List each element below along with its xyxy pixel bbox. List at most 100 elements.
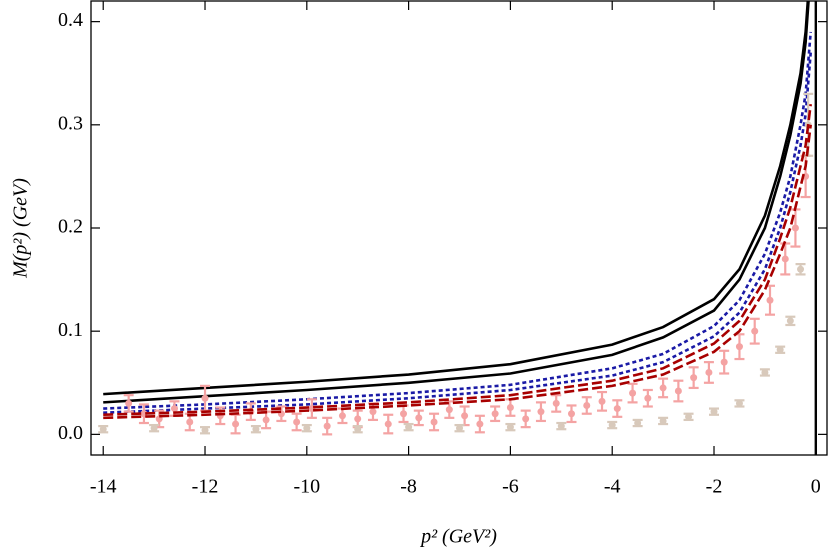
data-point [612,399,623,418]
marker [598,397,606,405]
data-point [780,242,791,276]
data-point [200,426,211,435]
marker [720,358,728,366]
y-tick-label: 0.3 [58,112,83,134]
data-point [429,412,440,432]
y-axis-label: M(p²) (GeV) [10,178,32,279]
data-point [291,412,302,432]
data-point [556,421,567,431]
marker [781,255,789,263]
marker [644,394,652,402]
x-tick-label: -14 [90,476,117,498]
data-point [123,394,134,413]
data-point [352,409,363,429]
x-tick-label: -8 [400,476,417,498]
curve [103,1,810,396]
marker [674,387,682,395]
marker [338,412,346,420]
marker [583,401,591,409]
data-point [444,400,455,419]
data-point [673,379,684,403]
data-point [535,401,546,423]
marker [384,420,392,428]
curve [103,104,813,417]
data-point [520,409,531,429]
marker [201,394,209,402]
marker [690,374,698,382]
marker [125,399,133,407]
marker [791,224,799,232]
marker [705,368,713,376]
curve [103,124,813,420]
data-point [632,418,643,428]
data-point [230,413,241,435]
marker [522,415,530,423]
marker [751,327,759,335]
data-point [383,413,394,435]
data-point [607,420,618,430]
data-point [413,409,424,427]
marker [797,265,805,273]
marker [186,418,194,426]
data-point [454,423,465,433]
marker [445,406,453,414]
data-point [200,384,211,412]
data-point [759,368,770,377]
data-point [658,377,669,399]
data-point [505,422,516,432]
marker [659,417,667,425]
marker [415,414,423,422]
marker [506,423,514,431]
data-point [551,394,562,413]
data-point [795,263,806,276]
marker [552,399,560,407]
x-tick-label: -10 [293,476,320,498]
y-tick-label: 0.2 [58,216,83,238]
data-point [581,396,592,415]
data-point [597,390,608,412]
data-point [703,361,714,384]
data-point [566,404,577,424]
data-point [149,423,160,433]
x-axis-label: p² (GeV²) [419,526,497,548]
marker [262,416,270,424]
data-point [301,423,312,433]
x-tick-label: -12 [192,476,219,498]
marker [170,405,178,413]
marker [323,422,331,430]
data-point [683,412,694,422]
data-point [749,317,760,345]
marker [786,317,794,325]
curve [103,31,813,410]
x-tick-label: -2 [706,476,723,498]
marker [476,420,484,428]
marker [461,412,469,420]
marker [613,405,621,413]
y-tick-label: 0.4 [58,9,83,31]
marker [629,389,637,397]
data-point [709,407,720,416]
data-point [352,425,363,434]
data-point [250,425,261,434]
marker [634,419,642,427]
marker [456,424,464,432]
marker [567,410,575,418]
data-point [98,425,109,434]
marker [293,418,301,426]
marker [735,399,743,407]
data-point [658,416,669,426]
marker [735,343,743,351]
data-point [627,382,638,404]
marker [430,418,438,426]
marker [766,296,774,304]
marker [776,346,784,354]
data-point [764,284,775,316]
x-tick-label: 0 [811,476,821,498]
marker [400,410,408,418]
marker [303,424,311,432]
marker [369,408,377,416]
y-tick-label: 0.1 [58,319,83,341]
plot-area [98,1,818,455]
data-point [322,416,333,436]
data-point [505,398,516,417]
